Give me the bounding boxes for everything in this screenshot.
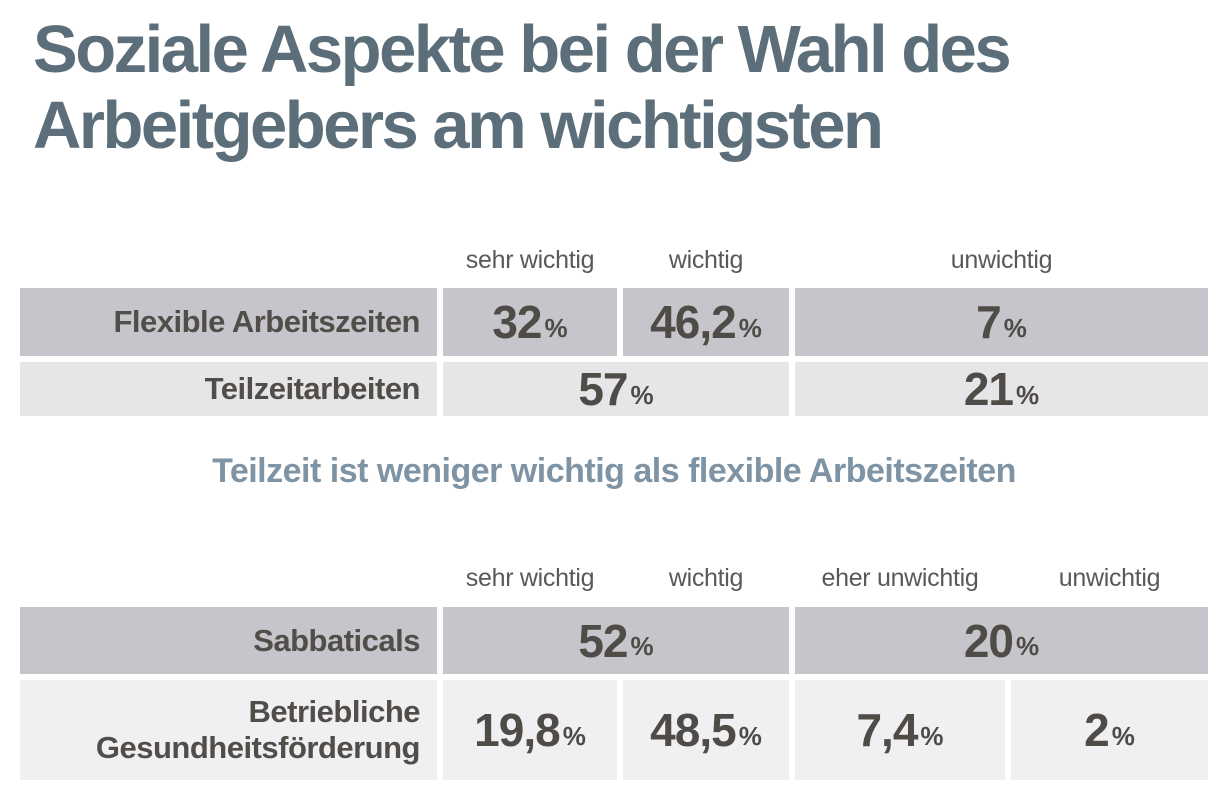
cell-gesundheit-sehr-wichtig: 19,8% (443, 680, 617, 780)
percent-sign: % (1003, 312, 1027, 343)
table1-header-spacer (20, 275, 437, 280)
cell-value: 48,5 (650, 704, 737, 756)
percent-sign: % (738, 720, 762, 751)
cell-value: 57 (578, 363, 628, 415)
cell-value: 21 (963, 363, 1014, 415)
title-line-1: Soziale Aspekte bei der Wahl des (33, 12, 1012, 87)
cell-value: 52 (578, 614, 628, 667)
table2-header-wichtig: wichtig (668, 564, 744, 592)
percent-sign: % (1111, 720, 1135, 751)
title-line-2: Arbeitgebers am wichtigsten (33, 88, 884, 163)
row-label-flexible-arbeitszeiten: Flexible Arbeitszeiten (20, 288, 437, 356)
cell-flexible-wichtig: 46,2% (623, 288, 789, 356)
cell-value: 20 (963, 614, 1014, 667)
percent-sign: % (1016, 631, 1040, 661)
table2-header-unwichtig: unwichtig (1058, 564, 1161, 592)
table1-column-headers: sehr wichtig wichtig unwichtig (20, 244, 1208, 280)
table-row-flexible-arbeitszeiten: Flexible Arbeitszeiten 32% 46,2% 7% (20, 288, 1208, 356)
cell-flexible-sehr-wichtig: 32% (443, 288, 617, 356)
table1-header-sehr-wichtig: sehr wichtig (465, 246, 595, 274)
percent-sign: % (920, 720, 944, 751)
cell-sabbaticals-eher-unwichtig-unwichtig: 20% (795, 607, 1208, 674)
cell-teilzeit-sehr-wichtig-wichtig: 57% (443, 362, 789, 416)
percent-sign: % (562, 720, 586, 751)
table2-header-sehr-wichtig: sehr wichtig (465, 564, 595, 592)
cell-gesundheit-unwichtig: 2% (1011, 680, 1208, 780)
table-row-sabbaticals: Sabbaticals 52% 20% (20, 607, 1208, 674)
table1-header-wichtig: wichtig (668, 246, 744, 274)
row-label-betriebliche-gesundheitsfoerderung: Betriebliche Gesundheitsförderung (20, 680, 437, 780)
note-text: Teilzeit ist weniger wichtig als flexibl… (212, 452, 1016, 490)
cell-value: 7 (976, 296, 1002, 348)
table2-column-headers: sehr wichtig wichtig eher unwichtig unwi… (20, 562, 1208, 598)
table1-header-unwichtig: unwichtig (950, 246, 1053, 274)
cell-teilzeit-unwichtig: 21% (795, 362, 1208, 416)
cell-value: 19,8 (474, 704, 561, 756)
page-title: Soziale Aspekte bei der Wahl des Arbeitg… (33, 12, 1012, 164)
cell-flexible-unwichtig: 7% (795, 288, 1208, 356)
table2-header-spacer (20, 593, 437, 598)
percent-sign: % (738, 312, 762, 343)
cell-value: 32 (492, 296, 542, 348)
cell-value: 46,2 (650, 296, 737, 348)
cell-gesundheit-wichtig: 48,5% (623, 680, 789, 780)
cell-sabbaticals-sehr-wichtig-wichtig: 52% (443, 607, 789, 674)
cell-gesundheit-eher-unwichtig: 7,4% (795, 680, 1005, 780)
table2-header-eher-unwichtig: eher unwichtig (821, 564, 979, 592)
percent-sign: % (630, 631, 654, 661)
percent-sign: % (630, 379, 654, 410)
cell-value: 7,4 (856, 704, 918, 756)
percent-sign: % (1016, 379, 1040, 410)
table-row-teilzeitarbeiten: Teilzeitarbeiten 57% 21% (20, 362, 1208, 416)
row-label-sabbaticals: Sabbaticals (20, 607, 437, 674)
row-label-teilzeitarbeiten: Teilzeitarbeiten (20, 362, 437, 416)
table-row-betriebliche-gesundheitsfoerderung: Betriebliche Gesundheitsförderung 19,8% … (20, 680, 1208, 780)
cell-value: 2 (1084, 704, 1110, 756)
percent-sign: % (544, 312, 568, 343)
